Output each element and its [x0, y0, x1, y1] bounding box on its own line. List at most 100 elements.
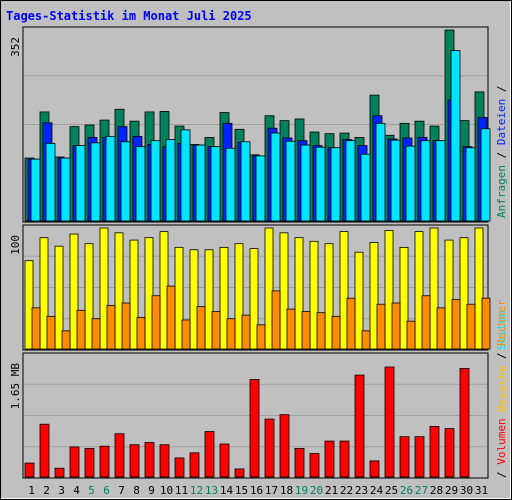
bar-seiten-day-1: [30, 158, 41, 222]
bar-volumen-day-undefined: [189, 452, 200, 478]
bar-seiten-day-23: [360, 153, 371, 222]
bar-seiten-day-12: [195, 144, 206, 222]
bar-seiten-day-4: [75, 145, 86, 222]
bar-seiten-day-30: [465, 147, 476, 222]
bar-seiten-day-7: [120, 141, 131, 222]
bar-rechner-day-undefined: [211, 311, 221, 350]
bar-rechner-day-undefined: [481, 297, 491, 350]
x-tick-label-day-12: 12: [190, 484, 203, 497]
bar-seiten-day-29: [450, 50, 461, 222]
legend-seiten-part: Seiten: [495, 310, 508, 350]
bar-besuche-day-undefined: [24, 260, 34, 350]
bar-rechner-day-undefined: [436, 307, 446, 350]
x-tick-label-day-1: 1: [28, 484, 35, 497]
x-tick-label-day-14: 14: [220, 484, 234, 497]
bar-rechner-day-undefined: [46, 315, 56, 350]
bar-rechner-day-undefined: [361, 330, 371, 350]
bar-volumen-day-undefined: [84, 447, 95, 478]
bar-besuche-day-undefined: [144, 237, 154, 350]
bar-volumen-day-undefined: [339, 440, 350, 478]
x-tick-label-day-31: 31: [475, 484, 488, 497]
bar-rechner-day-undefined: [76, 309, 86, 350]
bar-rechner-day-undefined: [151, 295, 161, 350]
x-tick-label-day-16: 16: [250, 484, 263, 497]
bar-rechner-day-undefined: [106, 305, 116, 350]
x-tick-label-day-28: 28: [430, 484, 443, 497]
bar-besuche-day-undefined: [234, 243, 244, 350]
x-tick-label-day-11: 11: [175, 484, 188, 497]
x-tick-label-day-23: 23: [355, 484, 368, 497]
bar-seiten-day-18: [285, 140, 296, 222]
x-tick-label-day-21: 21: [325, 484, 338, 497]
bar-besuche-day-undefined: [129, 239, 139, 350]
bar-seiten-day-3: [60, 157, 71, 222]
x-tick-label-day-20: 20: [310, 484, 323, 497]
bar-seiten-day-26: [405, 145, 416, 222]
y-axis-max-label: 1.65 MB: [9, 363, 22, 410]
x-tick-label-day-27: 27: [415, 484, 428, 497]
bar-seiten-day-6: [105, 135, 116, 222]
bar-rechner-day-undefined: [61, 330, 71, 350]
bar-volumen-day-undefined: [459, 368, 470, 478]
x-tick-label-day-10: 10: [160, 484, 173, 497]
legend-entry: Dateien: [495, 99, 508, 145]
bar-besuche-day-undefined: [474, 227, 484, 350]
legend-entry: Seiten: [495, 310, 508, 350]
bar-rechner-day-undefined: [376, 303, 386, 350]
bar-seiten-day-28: [435, 140, 446, 222]
legend-entry: Rechner: [495, 299, 508, 346]
bar-seiten-day-5: [90, 142, 101, 222]
bar-seiten-day-8: [135, 146, 146, 222]
bar-volumen-day-undefined: [294, 447, 305, 478]
bar-rechner-day-undefined: [316, 312, 326, 350]
bar-besuche-day-undefined: [384, 230, 394, 350]
x-tick-label-day-25: 25: [385, 484, 398, 497]
bar-volumen-day-undefined: [54, 467, 65, 478]
bar-volumen-day-undefined: [99, 445, 110, 478]
bar-besuche-day-undefined: [114, 232, 124, 350]
bar-rechner-day-undefined: [391, 302, 401, 350]
bar-seiten-day-27: [420, 140, 431, 222]
x-tick-label-day-4: 4: [73, 484, 80, 497]
bar-rechner-day-undefined: [466, 303, 476, 350]
bar-rechner-day-undefined: [166, 285, 176, 350]
bar-volumen-day-undefined: [399, 436, 410, 478]
bar-besuche-day-undefined: [249, 248, 259, 350]
bar-volumen-day-undefined: [69, 446, 80, 478]
bar-volumen-day-undefined: [429, 425, 440, 478]
bar-rechner-day-undefined: [136, 317, 146, 350]
bar-seiten-day-14: [225, 147, 236, 222]
x-tick-label-day-7: 7: [118, 484, 125, 497]
x-tick-label-day-15: 15: [235, 484, 248, 497]
bar-rechner-day-undefined: [271, 290, 281, 350]
bar-besuche-day-undefined: [99, 227, 109, 350]
bar-rechner-day-undefined: [421, 295, 431, 350]
bar-seiten-day-11: [180, 129, 191, 222]
bar-seiten-day-9: [150, 140, 161, 222]
bar-besuche-day-undefined: [444, 239, 454, 350]
x-tick-label-day-5: 5: [88, 484, 95, 497]
chart-title: Tages-Statistik im Monat Juli 2025: [6, 9, 252, 23]
bar-volumen-day-undefined: [129, 444, 140, 478]
bar-rechner-day-undefined: [196, 306, 206, 350]
legend-entry: /: [495, 346, 508, 366]
legend-visits-hosts: Besuche / Rechner: [495, 299, 508, 412]
bar-seiten-day-22: [345, 140, 356, 222]
legend-entry: /: [495, 86, 508, 99]
bar-seiten-day-25: [390, 139, 401, 222]
bar-volumen-day-undefined: [354, 374, 365, 478]
bar-besuche-day-undefined: [339, 231, 349, 350]
bar-volumen-day-undefined: [324, 440, 335, 478]
x-tick-label-day-3: 3: [58, 484, 65, 497]
bar-besuche-day-undefined: [219, 246, 229, 350]
bar-volumen-day-undefined: [174, 457, 185, 478]
bar-rechner-day-undefined: [451, 298, 461, 350]
bar-rechner-day-undefined: [91, 318, 101, 350]
bar-volumen-day-undefined: [369, 460, 380, 478]
bar-volumen-day-undefined: [384, 366, 395, 478]
bar-seiten-day-2: [45, 143, 56, 222]
x-tick-label-day-9: 9: [148, 484, 155, 497]
bar-volumen-day-undefined: [414, 436, 425, 478]
